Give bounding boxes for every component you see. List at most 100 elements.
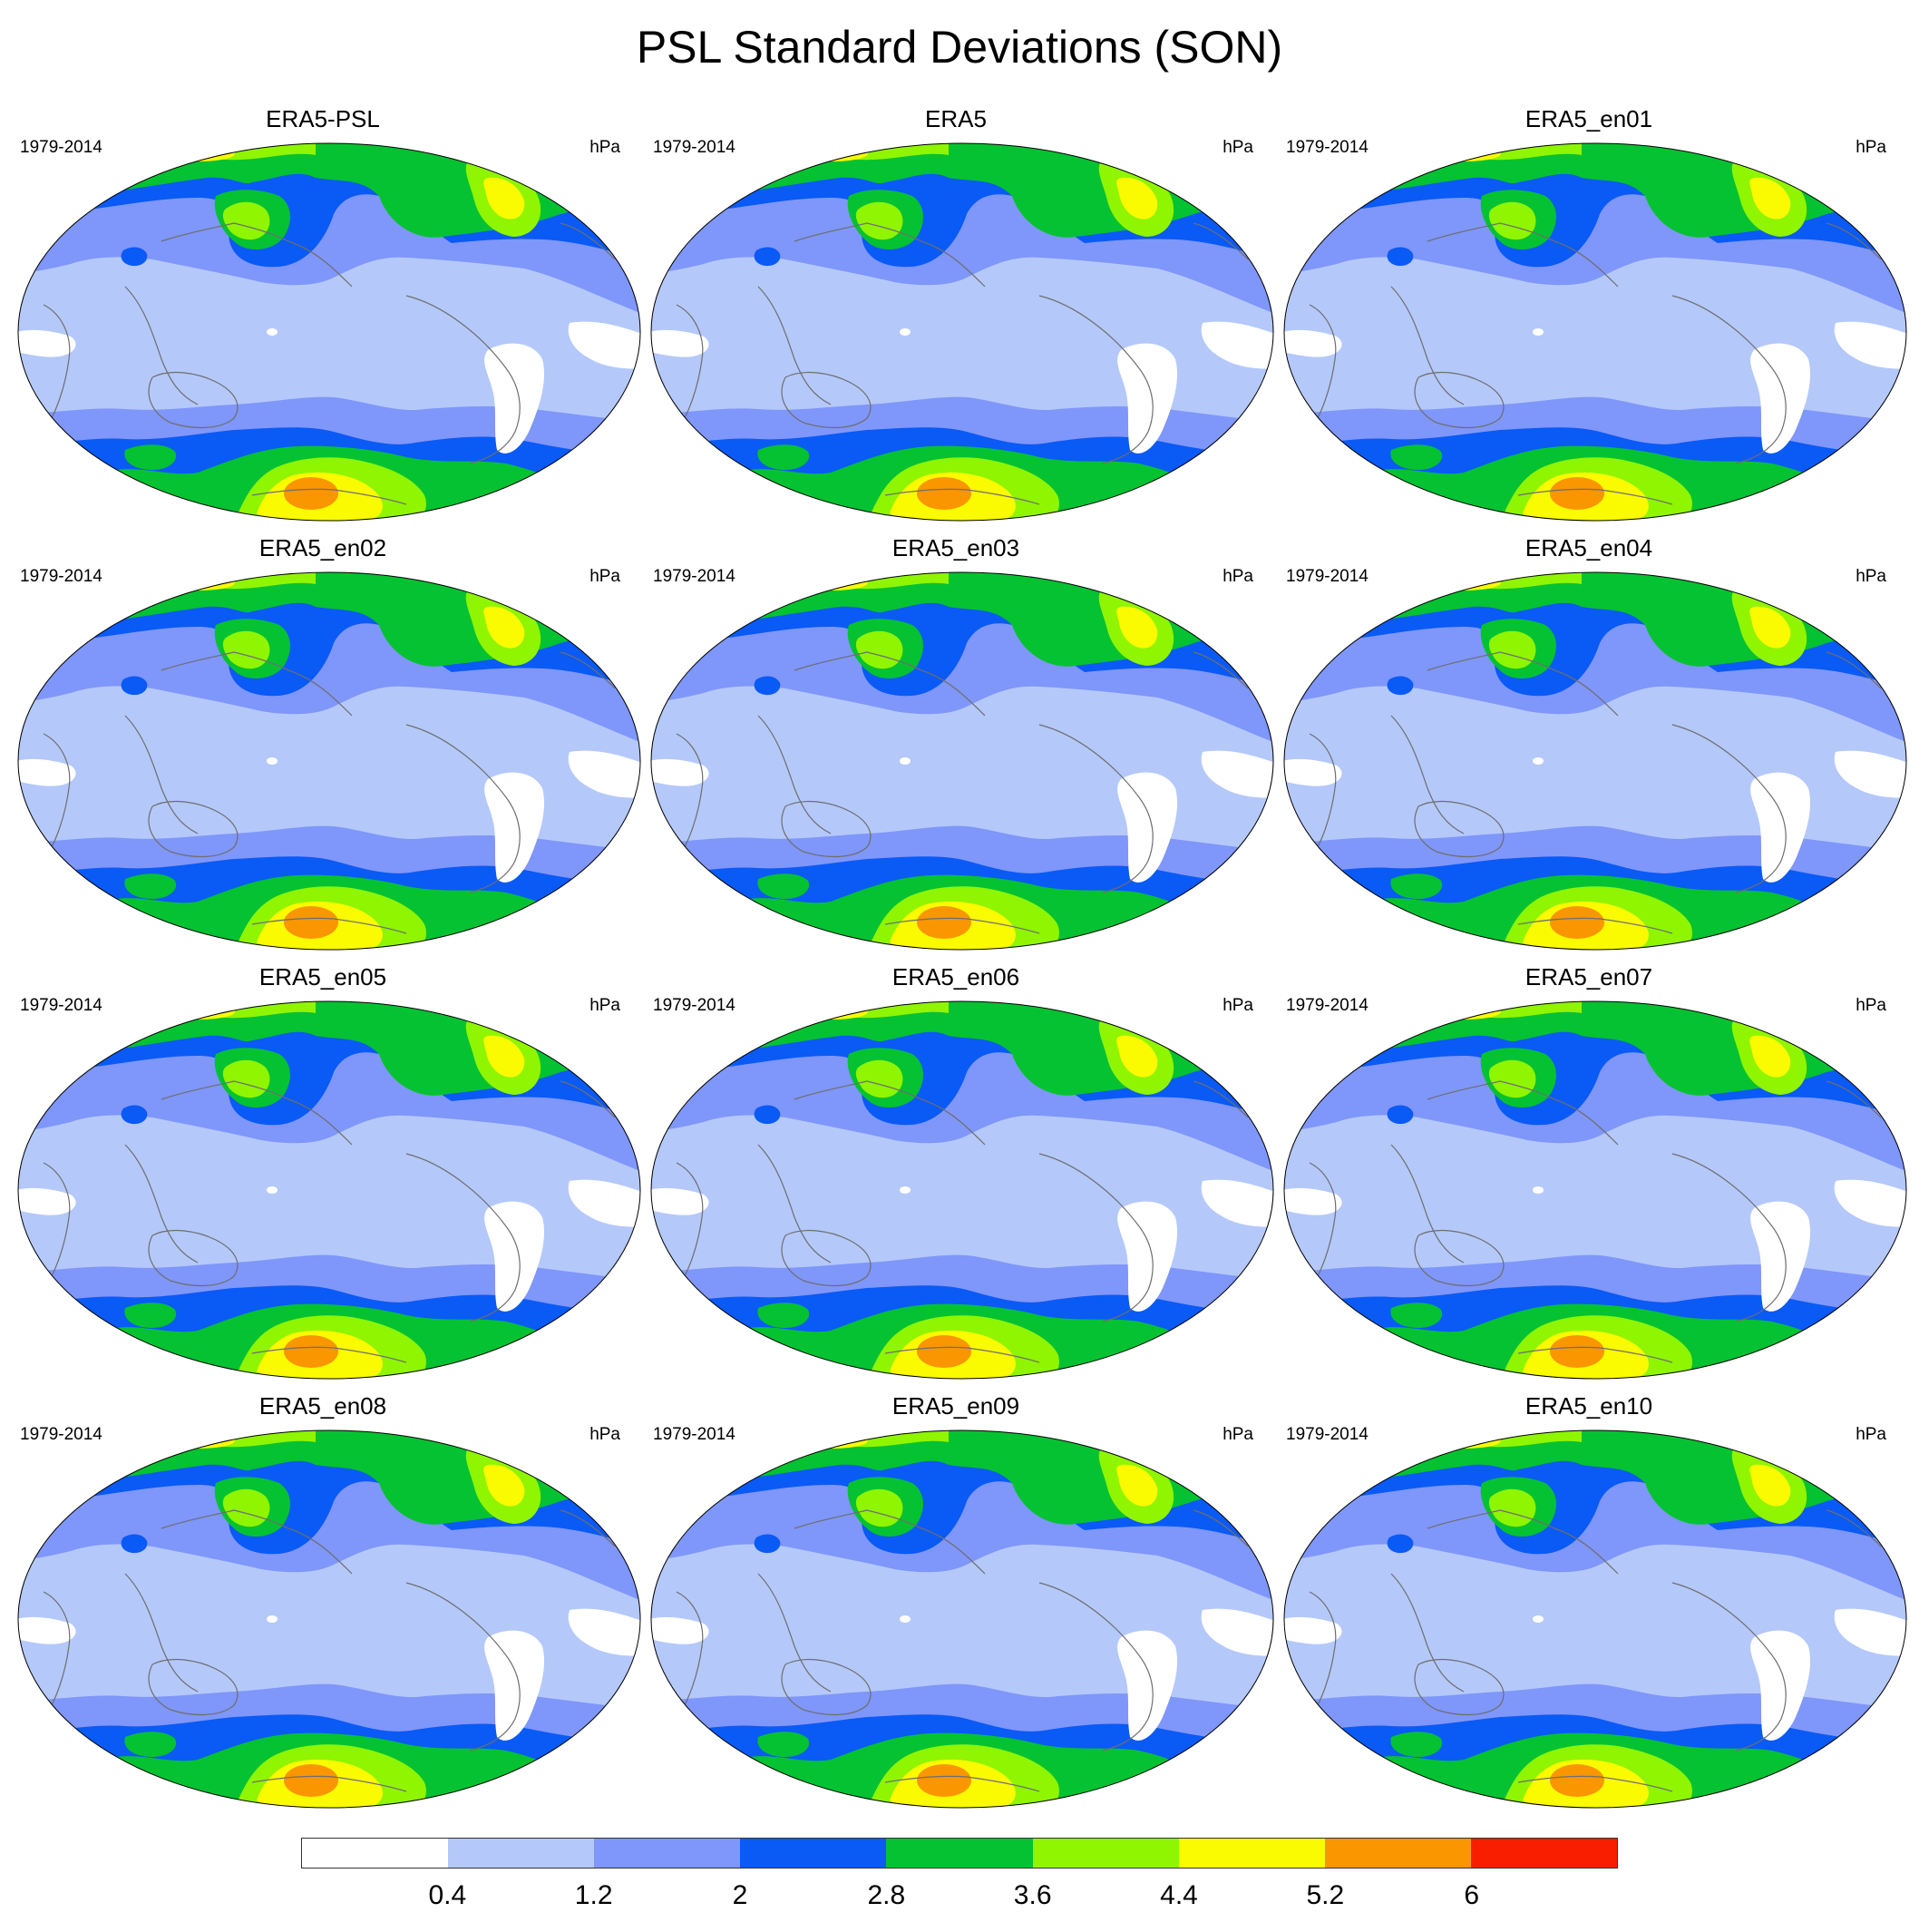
sh-max-band-6 <box>284 906 338 939</box>
coastline <box>1671 1153 1787 1322</box>
panel-title: ERA5_en08 <box>258 1392 387 1420</box>
coastline <box>560 1080 616 1118</box>
coastline <box>676 1591 704 1720</box>
coastline <box>1390 1144 1465 1264</box>
panel-title: ERA5_en01 <box>1524 105 1653 132</box>
atlantic-band-5 <box>483 1464 525 1507</box>
low-region-spot <box>267 1615 278 1623</box>
panel-units: hPa <box>1856 1425 1886 1444</box>
coastline <box>1390 286 1465 405</box>
low-region-atlantic <box>1834 750 1906 798</box>
low-region-spot <box>1533 757 1544 765</box>
panel-period: 1979-2014 <box>653 138 735 157</box>
panel-units: hPa <box>1856 138 1886 157</box>
coastline <box>1427 222 1619 288</box>
coastline <box>124 286 199 405</box>
map-field <box>18 1001 640 1379</box>
coastline <box>148 372 239 429</box>
low-region-south-america <box>484 772 545 883</box>
panel-title: ERA5_en07 <box>1524 963 1653 990</box>
colorbar-label: 0.4 <box>428 1880 467 1910</box>
coastline <box>148 801 239 858</box>
panel-units: hPa <box>1856 996 1886 1015</box>
tibet-band-2 <box>1387 247 1414 267</box>
panel-units: hPa <box>589 1425 620 1444</box>
map-panel: ERA5_en04 1979-2014 hPa <box>1271 534 1907 961</box>
panel-units: hPa <box>1223 138 1253 157</box>
coastline <box>1826 651 1882 689</box>
low-region-africa <box>1284 1187 1342 1215</box>
coastline <box>1193 222 1249 260</box>
panel-title: ERA5_en02 <box>258 534 387 561</box>
coastline <box>1414 1230 1505 1287</box>
aleutian-band-4 <box>1488 1059 1536 1098</box>
colorbar-box <box>1178 1839 1325 1868</box>
low-region-africa <box>18 1187 76 1215</box>
low-region-africa <box>651 758 709 786</box>
panel-title: ERA5-PSL <box>266 105 380 132</box>
aleutian-band-4 <box>855 1059 903 1098</box>
colorbar-labels: 0.4 1.2 2 2.8 3.6 4.4 5.2 6 <box>0 1879 1919 1916</box>
colorbar-box <box>594 1839 741 1868</box>
coastline <box>676 304 704 433</box>
low-region-spot <box>900 328 911 336</box>
tibet-band-2 <box>1387 1105 1414 1125</box>
low-region-south-america <box>1750 343 1811 454</box>
colorbar-box <box>1032 1839 1179 1868</box>
coastline <box>884 488 1040 505</box>
panel-period: 1979-2014 <box>1286 567 1369 586</box>
map-panel: ERA5_en08 1979-2014 hPa <box>5 1392 641 1819</box>
panel-units: hPa <box>589 567 620 586</box>
aleutian-band-4 <box>1488 1488 1536 1527</box>
low-region-spot <box>267 1186 278 1194</box>
sh-max-band-6 <box>284 1335 338 1368</box>
colorbar-label: 2.8 <box>867 1880 906 1910</box>
low-region-africa <box>18 758 76 786</box>
panel-title: ERA5_en03 <box>891 534 1020 561</box>
coastline <box>148 1659 239 1716</box>
low-region-spot <box>1533 328 1544 336</box>
panel-title: ERA5_en05 <box>258 963 387 990</box>
low-region-south-america <box>1117 343 1178 454</box>
map-field <box>651 1430 1273 1808</box>
coastline <box>43 1591 71 1720</box>
atlantic-band-5 <box>1116 1464 1158 1507</box>
low-region-atlantic <box>568 1608 640 1656</box>
colorbar-label: 5.2 <box>1306 1880 1345 1910</box>
coastline <box>1309 733 1337 862</box>
map-outline <box>17 1429 641 1809</box>
coastline <box>884 1346 1040 1363</box>
atlantic-band-5 <box>1116 606 1158 649</box>
coastline <box>1038 1582 1154 1751</box>
low-region-spot <box>900 1615 911 1623</box>
coastline <box>405 1582 521 1751</box>
aleutian-band-4 <box>222 630 270 669</box>
coastline <box>161 1080 353 1146</box>
tibet-band-2 <box>754 676 781 696</box>
coastline <box>43 1162 71 1291</box>
low-region-atlantic <box>1834 1608 1906 1656</box>
coastline <box>794 651 986 717</box>
coastline <box>1671 1582 1787 1751</box>
panel-units: hPa <box>1223 996 1253 1015</box>
panel-period: 1979-2014 <box>653 996 735 1015</box>
map-field <box>18 1430 640 1808</box>
coastline <box>1826 222 1882 260</box>
low-region-spot <box>267 328 278 336</box>
sh-band-3b <box>1390 444 1443 470</box>
atlantic-band-5 <box>1116 177 1158 220</box>
map-field <box>651 572 1273 950</box>
low-region-south-america <box>1117 772 1178 883</box>
tibet-band-2 <box>121 1105 148 1125</box>
sh-band-3b <box>124 1303 177 1328</box>
map-field <box>18 572 640 950</box>
panel-period: 1979-2014 <box>20 996 102 1015</box>
panel-title: ERA5 <box>925 105 987 132</box>
coastline <box>1193 1509 1249 1547</box>
sh-max-band-6 <box>917 906 971 939</box>
sh-max-band-6 <box>284 477 338 510</box>
tibet-band-2 <box>754 1105 781 1125</box>
low-region-africa <box>1284 329 1342 357</box>
coastline <box>1038 295 1154 464</box>
map-outline <box>650 571 1274 951</box>
